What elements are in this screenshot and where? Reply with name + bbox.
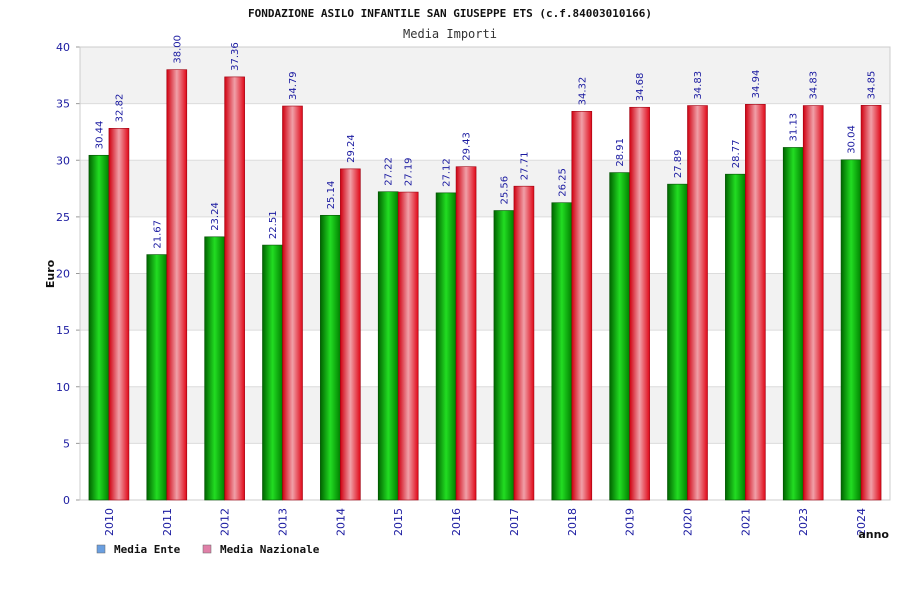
bar-media-nazionale	[166, 69, 188, 501]
grid-band	[80, 386, 890, 444]
y-tick-label: 20	[56, 268, 70, 281]
bar-value-label: 27.89	[673, 150, 684, 179]
bar-value-label: 34.32	[577, 77, 588, 106]
bar-value-label: 34.83	[809, 71, 820, 100]
bar-media-ente	[146, 254, 168, 501]
bar-media-nazionale	[571, 111, 593, 501]
bar-value-label: 34.94	[751, 70, 762, 99]
bar-media-ente	[88, 154, 110, 501]
bar-value-label: 38.00	[172, 35, 183, 64]
x-tick-label: 2024	[855, 508, 868, 536]
x-tick-label: 2018	[566, 508, 579, 536]
bar-value-label: 34.68	[635, 73, 646, 102]
bar-value-label: 23.24	[210, 202, 221, 231]
bar-value-label: 27.19	[404, 157, 415, 186]
bar-value-label: 27.71	[519, 152, 530, 181]
x-tick-label: 2020	[682, 508, 695, 536]
bar-value-label: 27.22	[384, 157, 395, 186]
bar-media-nazionale	[397, 191, 419, 501]
bar-media-nazionale	[860, 105, 882, 501]
bar-value-label: 25.14	[326, 181, 337, 210]
grid-band	[80, 273, 890, 331]
y-tick-label: 15	[56, 324, 70, 337]
plot-area: 0 5 10 15 20 25 30 35 40 30.44 32.82 2010 21.67 38.00…	[56, 35, 891, 536]
bar-value-label: 34.83	[693, 71, 704, 100]
legend-swatch	[96, 544, 106, 554]
bar-media-nazionale	[108, 128, 130, 501]
x-tick-label: 2019	[624, 508, 637, 536]
bar-value-label: 30.44	[94, 121, 105, 150]
bar-media-ente	[667, 183, 688, 501]
legend: Media Ente Media Nazionale	[96, 543, 320, 556]
bar-value-label: 27.12	[442, 158, 453, 187]
x-tick-label: 2011	[161, 508, 174, 536]
x-tick-label: 2012	[219, 508, 232, 536]
bar-media-nazionale	[455, 166, 477, 501]
bar-value-label: 26.25	[557, 168, 568, 197]
bar-value-label: 32.82	[114, 94, 125, 123]
bar-media-nazionale	[224, 76, 245, 501]
bar-media-ente	[782, 147, 804, 501]
bar-value-label: 25.56	[499, 176, 510, 205]
bar-media-ente	[377, 191, 399, 501]
y-tick-label: 35	[56, 98, 70, 111]
bar-value-label: 28.77	[731, 140, 742, 169]
bar-media-nazionale	[687, 105, 708, 501]
bar-media-nazionale	[513, 185, 535, 501]
bar-media-nazionale	[282, 105, 303, 501]
y-axis-label: Euro	[44, 259, 57, 288]
chart-subtitle: Media Importi	[403, 27, 497, 41]
legend-swatch	[202, 544, 212, 554]
bar-media-ente	[435, 192, 457, 501]
bar-media-ente	[204, 236, 225, 501]
bar-value-label: 30.04	[847, 125, 858, 154]
y-tick-label: 40	[56, 41, 70, 54]
y-tick-label: 30	[56, 154, 70, 167]
y-tick-label: 25	[56, 211, 70, 224]
x-tick-label: 2014	[334, 508, 347, 536]
bar-media-nazionale	[629, 106, 650, 501]
bar-value-label: 22.51	[268, 210, 279, 239]
bar-media-ente	[493, 210, 515, 501]
bar-value-label: 29.24	[346, 134, 357, 163]
bar-value-label: 28.91	[615, 138, 626, 167]
x-tick-label: 2017	[508, 508, 521, 536]
bar-media-ente	[320, 214, 341, 501]
legend-label: Media Ente	[114, 543, 181, 556]
x-tick-label: 2015	[392, 508, 405, 536]
bar-value-label: 34.79	[288, 71, 299, 100]
x-axis-label: anno	[858, 528, 889, 541]
x-tick-label: 2013	[277, 508, 290, 536]
bar-media-ente	[725, 173, 746, 501]
bar-media-nazionale	[745, 104, 766, 501]
bar-media-nazionale	[802, 105, 824, 501]
bar-media-ente	[840, 159, 862, 501]
x-tick-label: 2023	[797, 508, 810, 536]
y-tick-label: 10	[56, 381, 70, 394]
bar-value-label: 31.13	[789, 113, 800, 142]
bar-value-label: 29.43	[462, 132, 473, 161]
x-tick-label: 2021	[739, 508, 752, 536]
bar-media-ente	[551, 202, 573, 501]
bar-value-label: 21.67	[152, 220, 163, 249]
plot-frame	[79, 46, 891, 501]
x-tick-label: 2010	[103, 508, 116, 536]
bar-media-ente	[609, 172, 630, 501]
bar-media-ente	[262, 244, 283, 501]
y-tick-label: 5	[63, 437, 70, 450]
x-tick-label: 2016	[450, 508, 463, 536]
bar-media-nazionale	[340, 168, 361, 501]
y-tick-label: 0	[63, 494, 70, 507]
grid-band	[80, 160, 890, 217]
bar-value-label: 37.36	[230, 42, 241, 71]
grid-band	[80, 47, 890, 104]
legend-label: Media Nazionale	[220, 543, 320, 556]
bar-value-label: 34.85	[867, 71, 878, 100]
chart-title: FONDAZIONE ASILO INFANTILE SAN GIUSEPPE …	[248, 7, 652, 20]
